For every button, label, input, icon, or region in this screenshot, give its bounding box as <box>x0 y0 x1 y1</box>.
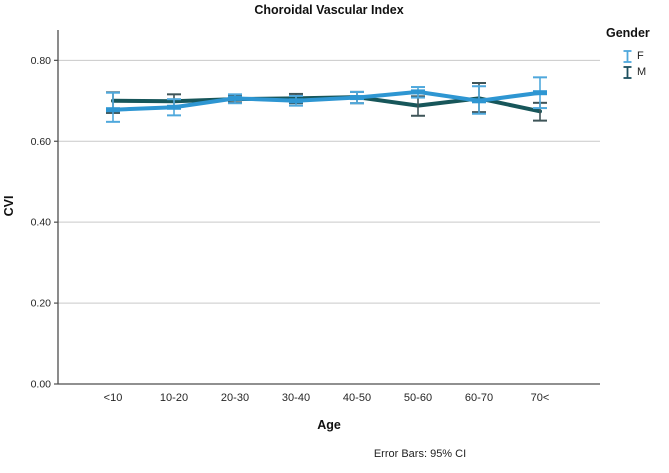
error-bar-caption: Error Bars: 95% CI <box>373 448 467 460</box>
legend: Gender F M <box>606 26 650 80</box>
errorbar-icon-f <box>623 49 632 63</box>
x-tick-label: 40-50 <box>343 392 371 404</box>
legend-label-f: F <box>637 50 644 62</box>
x-tick-label: <10 <box>104 392 123 404</box>
chart-title: Choroidal Vascular Index <box>254 3 404 17</box>
y-axis-title: CVI <box>2 195 16 217</box>
legend-label-m: M <box>637 66 647 78</box>
x-tick-label: 60-70 <box>465 392 493 404</box>
point-marker-f <box>411 89 425 95</box>
y-tick-label: 0.80 <box>31 55 52 67</box>
y-tick-label: 0.00 <box>31 379 52 391</box>
x-tick-label: 70< <box>531 392 550 404</box>
x-tick-label: 30-40 <box>282 392 310 404</box>
legend-entry-f: F <box>622 48 650 64</box>
series-line-f <box>111 89 542 112</box>
point-marker-f <box>228 95 242 101</box>
point-marker-f <box>533 90 547 96</box>
y-tick-label: 0.60 <box>31 136 52 148</box>
x-tick-label: 50-60 <box>404 392 432 404</box>
legend-title: Gender <box>606 26 650 40</box>
x-tick-label: 20-30 <box>221 392 249 404</box>
x-tick-label: 10-20 <box>160 392 188 404</box>
point-marker-f <box>106 107 120 113</box>
legend-entry-m: M <box>622 64 650 80</box>
x-axis-title: Age <box>317 418 341 432</box>
y-tick-label: 0.20 <box>31 298 52 310</box>
y-tick-label: 0.40 <box>31 217 52 229</box>
point-marker-f <box>350 95 364 101</box>
point-marker-f <box>472 98 486 104</box>
errorbar-icon-m <box>623 65 632 79</box>
point-marker-f <box>289 98 303 104</box>
point-marker-f <box>167 104 181 110</box>
